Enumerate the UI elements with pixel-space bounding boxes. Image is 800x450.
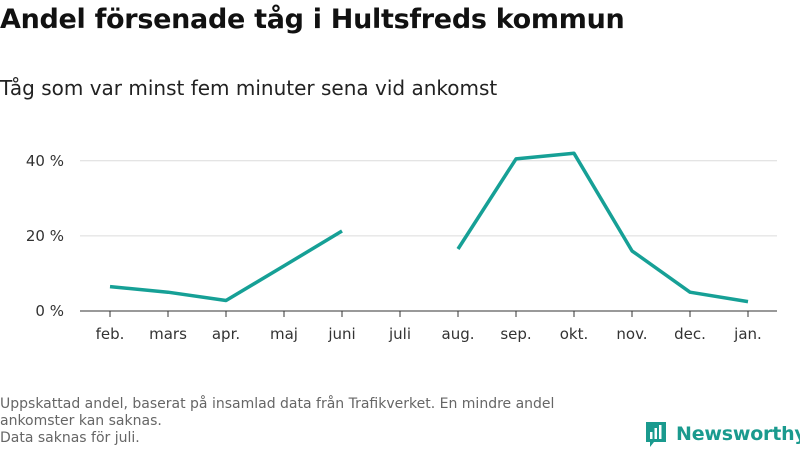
grid-lines [80, 160, 777, 237]
x-tick-label: juli [388, 325, 411, 343]
x-axis: feb. mars apr. maj juni juli aug. sep. okt. nov. d… [80, 310, 777, 343]
chart-title: Andel försenade tåg i Hultsfreds kommun [0, 4, 625, 35]
x-tick-label: jan. [733, 325, 762, 343]
footer-note-estimate: Uppskattad andel, baserat på insamlad da… [0, 396, 555, 429]
series-line [456, 151, 749, 304]
x-tick-label: juni [327, 325, 355, 343]
series-line [109, 229, 343, 303]
x-tick-label: okt. [560, 325, 589, 343]
series-lines [109, 151, 749, 304]
x-tick-label: mars [149, 325, 187, 343]
x-tick-label: aug. [442, 325, 475, 343]
y-tick-label: 0 % [35, 302, 64, 320]
newsworthy-logo-icon [646, 422, 666, 447]
footer-notes: Uppskattad andel, baserat på insamlad da… [0, 396, 630, 447]
y-tick-label: 20 % [26, 227, 64, 245]
x-tick-label: maj [270, 325, 298, 343]
x-tick-label: dec. [674, 325, 706, 343]
y-axis-ticks: 0 % 20 % 40 % [26, 152, 64, 320]
footer-note-missing-data: Data saknas för juli. [0, 430, 140, 446]
y-tick-label: 40 % [26, 152, 64, 170]
x-tick-label: nov. [616, 325, 647, 343]
line-chart: 0 % 20 % 40 % feb. mars apr. maj juni juli aug. s… [26, 151, 777, 343]
chart-subtitle: Tåg som var minst fem minuter sena vid a… [0, 76, 498, 100]
x-tick-label: sep. [500, 325, 531, 343]
x-tick-label: feb. [96, 325, 125, 343]
brand-name: Newsworthy [676, 423, 800, 445]
x-tick-label: apr. [212, 325, 240, 343]
brand: Newsworthy [644, 420, 800, 448]
